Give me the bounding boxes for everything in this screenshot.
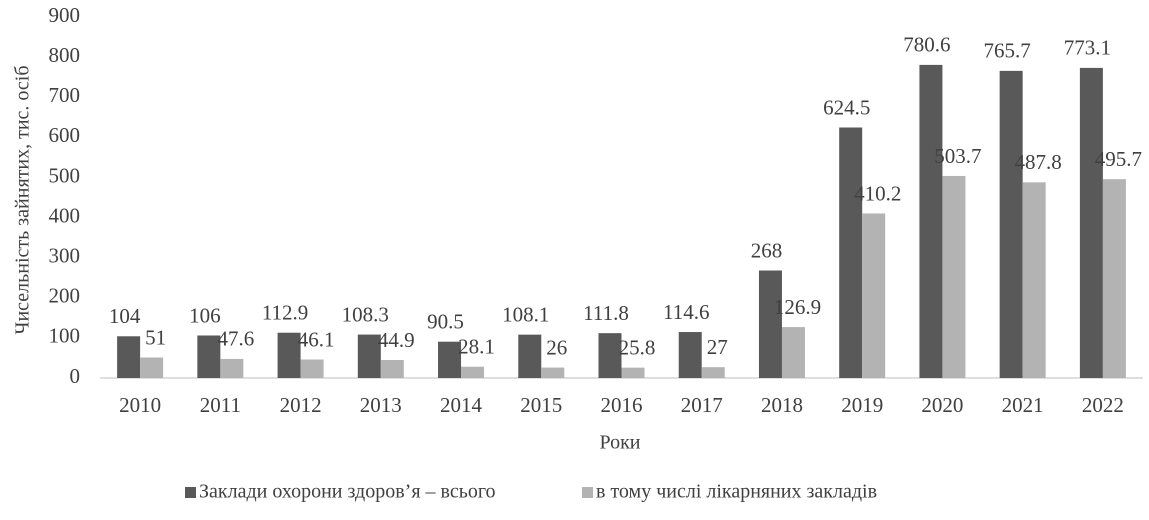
bar <box>598 333 622 378</box>
x-tick-label: 2013 <box>360 393 402 417</box>
bar <box>781 327 805 378</box>
bar <box>197 335 221 378</box>
data-label: 780.6 <box>903 33 950 57</box>
data-label: 503.7 <box>934 144 981 168</box>
bar <box>758 270 782 378</box>
y-tick-label: 500 <box>49 163 81 187</box>
bar <box>621 367 645 378</box>
bar <box>999 70 1023 378</box>
bar <box>1102 179 1126 378</box>
data-label: 410.2 <box>854 181 901 205</box>
bar <box>140 357 164 378</box>
data-label: 27 <box>707 335 728 359</box>
legend-swatch <box>582 487 593 498</box>
data-label: 268 <box>751 238 783 262</box>
bar <box>1022 182 1046 378</box>
x-tick-label: 2014 <box>440 393 483 417</box>
data-label: 47.6 <box>217 327 254 351</box>
x-tick-label: 2019 <box>841 393 883 417</box>
x-tick-label: 2021 <box>1002 393 1044 417</box>
legend-swatch <box>185 487 196 498</box>
data-label: 773.1 <box>1064 36 1111 60</box>
data-label: 108.3 <box>342 302 389 326</box>
data-label: 114.6 <box>663 300 709 324</box>
x-tick-label: 2012 <box>280 393 322 417</box>
bar <box>541 367 565 378</box>
bar <box>839 127 863 379</box>
x-tick-label: 2015 <box>520 393 562 417</box>
data-label: 104 <box>109 304 141 328</box>
x-tick-label: 2020 <box>921 393 963 417</box>
y-tick-label: 0 <box>70 364 81 388</box>
x-tick-label: 2010 <box>119 393 161 417</box>
x-tick-label: 2016 <box>601 393 643 417</box>
bar <box>1079 67 1103 378</box>
bar <box>862 213 886 378</box>
y-tick-label: 800 <box>49 43 81 67</box>
bar <box>277 332 301 378</box>
x-tick-label: 2011 <box>200 393 241 417</box>
bar <box>461 366 485 378</box>
bar <box>357 334 381 378</box>
bar <box>380 359 404 378</box>
x-tick-label: 2022 <box>1082 393 1124 417</box>
bar <box>701 367 725 378</box>
data-label: 487.8 <box>1015 150 1062 174</box>
data-label: 106 <box>189 303 221 327</box>
x-axis-title: Роки <box>599 432 640 454</box>
data-label: 25.8 <box>619 335 656 359</box>
data-label: 28.1 <box>458 335 495 359</box>
bar <box>518 334 542 378</box>
data-label: 126.9 <box>774 295 821 319</box>
y-tick-label: 300 <box>49 243 81 267</box>
y-tick-label: 200 <box>49 284 81 308</box>
x-tick-label: 2018 <box>761 393 803 417</box>
data-label: 44.9 <box>378 328 415 352</box>
y-axis-title: Чисельність зайнятих, тис. осіб <box>12 65 34 334</box>
data-label: 90.5 <box>427 310 464 334</box>
bar <box>300 359 324 378</box>
data-label: 495.7 <box>1095 147 1142 171</box>
bar <box>942 175 966 378</box>
y-tick-label: 400 <box>49 203 81 227</box>
y-tick-label: 600 <box>49 123 81 147</box>
data-label: 624.5 <box>823 95 870 119</box>
bar <box>117 336 141 378</box>
data-label: 111.8 <box>583 301 629 325</box>
bar <box>919 64 943 378</box>
data-label: 51 <box>145 325 166 349</box>
data-label: 765.7 <box>984 39 1031 63</box>
data-label: 26 <box>546 335 567 359</box>
data-label: 108.1 <box>502 302 549 326</box>
y-tick-label: 100 <box>49 324 81 348</box>
data-label: 112.9 <box>262 301 308 325</box>
legend-label: Заклади охорони здоров’я – всього <box>199 481 496 503</box>
legend-label: в тому числі лікарняних закладів <box>596 481 877 503</box>
y-tick-label: 700 <box>49 83 81 107</box>
bar <box>438 341 462 378</box>
bar <box>220 358 244 378</box>
y-tick-label: 900 <box>49 3 81 27</box>
data-label: 46.1 <box>298 327 335 351</box>
bar <box>678 332 702 378</box>
x-tick-label: 2017 <box>681 393 723 417</box>
